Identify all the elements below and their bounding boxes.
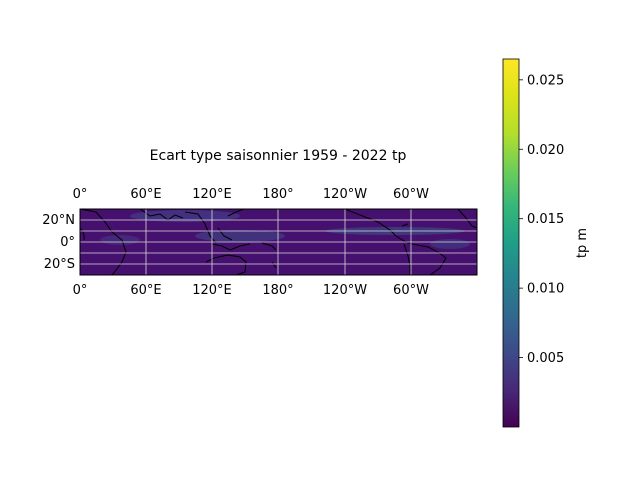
lon-label: 60°E [130,283,161,298]
colorbar-tick-label: 0.020 [527,143,564,158]
lon-label: 180° [262,283,293,298]
coastlines [80,209,477,275]
lat-label: 20°N [42,213,75,228]
lon-label: 60°W [393,187,429,202]
colorbar-tick-label: 0.010 [527,282,564,297]
lon-label: 120°E [192,187,232,202]
lon-label: 120°E [192,283,232,298]
lat-labels: 20°N 0° 20°S [42,213,75,272]
lat-label: 20°S [44,257,75,272]
colorbar-label: tp m [575,228,590,258]
colorbar-tick-label: 0.015 [527,212,564,227]
lon-label: 60°E [130,187,161,202]
colorbar-tick-label: 0.005 [527,351,564,366]
map-title: Ecart type saisonnier 1959 - 2022 tp [150,148,407,164]
colorbar-gradient [502,58,520,428]
lon-label: 60°W [393,283,429,298]
gridlines [80,209,477,275]
lon-label: 120°W [323,283,367,298]
colorbar-ticks: 0.005 0.010 0.015 0.020 0.025 [519,73,564,366]
lon-labels-top: 0° 60°E 120°E 180° 120°W 60°W [73,187,429,202]
lat-label: 0° [60,235,75,250]
lon-label: 120°W [323,187,367,202]
lon-label: 0° [73,283,88,298]
lon-labels-bottom: 0° 60°E 120°E 180° 120°W 60°W [73,283,429,298]
map-panel [79,208,478,276]
colorbar-tick-label: 0.025 [527,73,564,88]
map-frame [79,208,478,276]
colorbar: 0.005 0.010 0.015 0.020 0.025 tp m [502,58,590,428]
lon-label: 0° [73,187,88,202]
lon-label: 180° [262,187,293,202]
